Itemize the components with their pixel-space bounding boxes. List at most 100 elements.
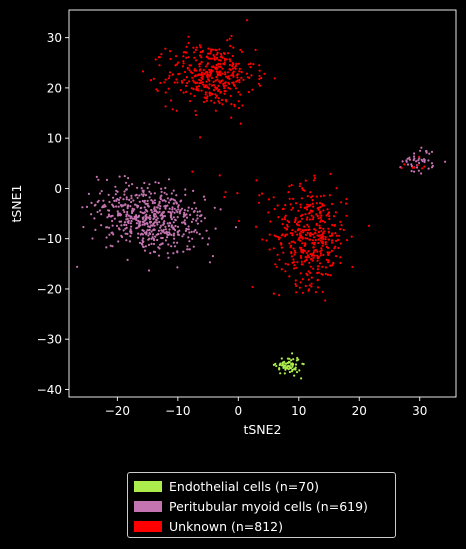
data-point [158,56,161,59]
data-point [116,197,119,201]
data-point [321,233,324,236]
data-point [309,252,312,256]
data-point [324,243,327,246]
data-point [162,230,165,233]
data-point [164,225,167,228]
data-point [304,284,307,287]
data-point [286,233,289,236]
data-point [170,233,173,236]
data-point [141,223,144,226]
data-point [223,92,226,95]
data-point [167,77,170,80]
data-point [153,199,156,202]
data-point [331,202,334,206]
data-point [198,78,201,81]
legend-label: Endothelial cells (n=70) [169,478,320,494]
data-point [295,291,298,294]
data-point [317,230,320,233]
data-point [187,228,190,231]
data-point [218,70,222,73]
data-point [129,217,132,220]
data-point [240,76,243,79]
data-point [183,70,187,74]
data-point [216,56,219,59]
data-point [128,198,131,201]
data-point [224,84,227,87]
data-point [202,83,205,86]
data-point [219,59,222,62]
data-point [299,214,303,218]
data-point [205,99,208,102]
data-point [339,228,342,231]
data-point [146,222,149,226]
data-point [191,237,194,240]
data-point [291,206,295,209]
data-point [335,187,338,190]
data-point [142,240,145,243]
data-point [306,206,309,209]
legend-swatch [134,520,162,532]
data-point [152,214,156,217]
data-point [136,196,139,199]
data-point [325,258,328,261]
data-point [155,221,158,224]
data-point [208,261,212,264]
data-point [192,245,195,248]
data-point [172,221,175,224]
data-point [251,88,254,91]
data-point [182,233,185,236]
data-point [250,74,253,77]
data-point [149,252,152,255]
data-point [115,205,118,208]
data-point [105,246,108,249]
data-point [309,234,312,237]
data-point [183,209,186,212]
data-point [171,73,175,76]
data-point [149,79,152,82]
data-point [307,278,310,281]
data-point [307,225,310,228]
data-point [189,213,192,216]
data-point [206,86,209,89]
data-point [226,39,229,42]
data-point [127,204,130,207]
data-point [308,284,311,287]
data-point [168,228,171,231]
data-point [172,216,175,219]
data-point [430,162,434,165]
data-point [127,219,130,223]
data-point [123,210,126,214]
data-point [444,160,447,163]
data-point [405,159,408,162]
data-point [251,285,254,289]
data-point [167,233,170,236]
data-point [199,51,202,54]
data-point [130,219,133,223]
data-point [162,222,166,225]
data-point [177,233,180,236]
data-point [125,181,128,184]
data-point [408,156,411,159]
data-point [153,250,157,254]
data-point [301,242,304,245]
data-point [293,220,297,224]
data-point [298,369,301,372]
data-point [217,89,220,92]
data-point [418,161,421,165]
y-tick-label: −30 [37,333,62,347]
data-point [219,63,222,66]
data-point [295,202,298,205]
data-point [183,78,186,81]
data-point [193,94,196,98]
data-point [299,281,302,284]
data-point [144,245,147,248]
data-point [322,194,325,197]
legend-swatch [134,500,162,512]
data-point [221,79,224,82]
data-point [166,197,169,200]
data-point [312,236,316,239]
data-point [209,52,212,55]
data-point [308,256,311,259]
data-point [147,269,151,272]
data-point [150,208,153,212]
